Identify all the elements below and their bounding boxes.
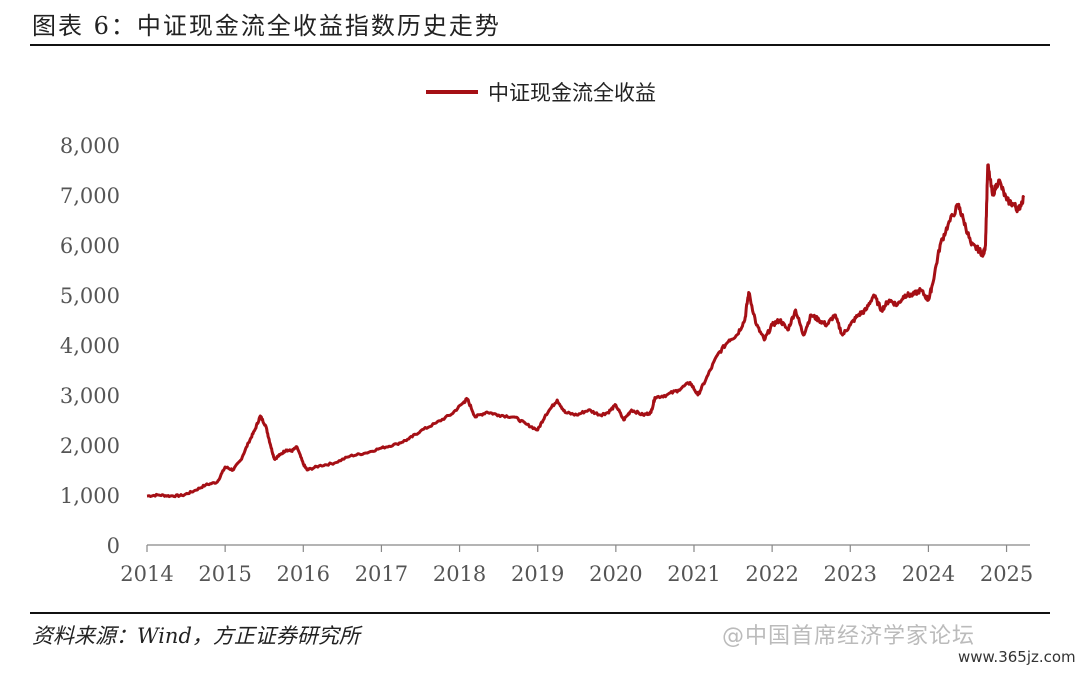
y-tick-label: 3,000 bbox=[60, 384, 120, 408]
y-axis: 0 1,000 2,000 3,000 4,000 5,000 6,000 7,000 8,00… bbox=[60, 134, 120, 558]
watermark-text: @中国首席经济学家论坛 bbox=[722, 624, 976, 649]
x-tick-label: 2018 bbox=[433, 562, 486, 586]
series-line bbox=[146, 163, 1026, 499]
x-tick-label: 2019 bbox=[511, 562, 564, 586]
y-tick-label: 1,000 bbox=[60, 484, 120, 508]
x-tick-label: 2015 bbox=[198, 562, 251, 586]
bottom-rule bbox=[30, 612, 1050, 614]
legend-label: 中证现金流全收益 bbox=[488, 81, 656, 105]
y-tick-label: 6,000 bbox=[60, 234, 120, 258]
top-rule bbox=[30, 44, 1050, 46]
x-tick-label: 2022 bbox=[745, 562, 798, 586]
legend: 中证现金流全收益 bbox=[426, 81, 656, 105]
x-tick-label: 2014 bbox=[120, 562, 173, 586]
x-axis: 2014 2015 2016 2017 2018 2019 2020 2021 2022 2023… bbox=[120, 544, 1033, 586]
y-tick-label: 0 bbox=[107, 534, 120, 558]
x-tick-label: 2016 bbox=[277, 562, 330, 586]
watermark-url: www.365jz.com bbox=[958, 648, 1076, 666]
x-tick-label: 2023 bbox=[824, 562, 877, 586]
y-tick-label: 4,000 bbox=[60, 334, 120, 358]
figure-title: 图表 6：中证现金流全收益指数历史走势 bbox=[32, 12, 501, 40]
y-tick-label: 2,000 bbox=[60, 434, 120, 458]
x-tick-label: 2025 bbox=[980, 562, 1033, 586]
y-tick-label: 8,000 bbox=[60, 134, 120, 158]
x-tick-label: 2020 bbox=[589, 562, 642, 586]
series-layer bbox=[146, 163, 1026, 499]
x-tick-label: 2021 bbox=[667, 562, 720, 586]
x-tick-label: 2017 bbox=[355, 562, 408, 586]
x-tick-label: 2024 bbox=[902, 562, 955, 586]
source-note: 资料来源：Wind，方正证券研究所 bbox=[32, 624, 360, 648]
y-tick-label: 5,000 bbox=[60, 284, 120, 308]
y-tick-label: 7,000 bbox=[60, 184, 120, 208]
